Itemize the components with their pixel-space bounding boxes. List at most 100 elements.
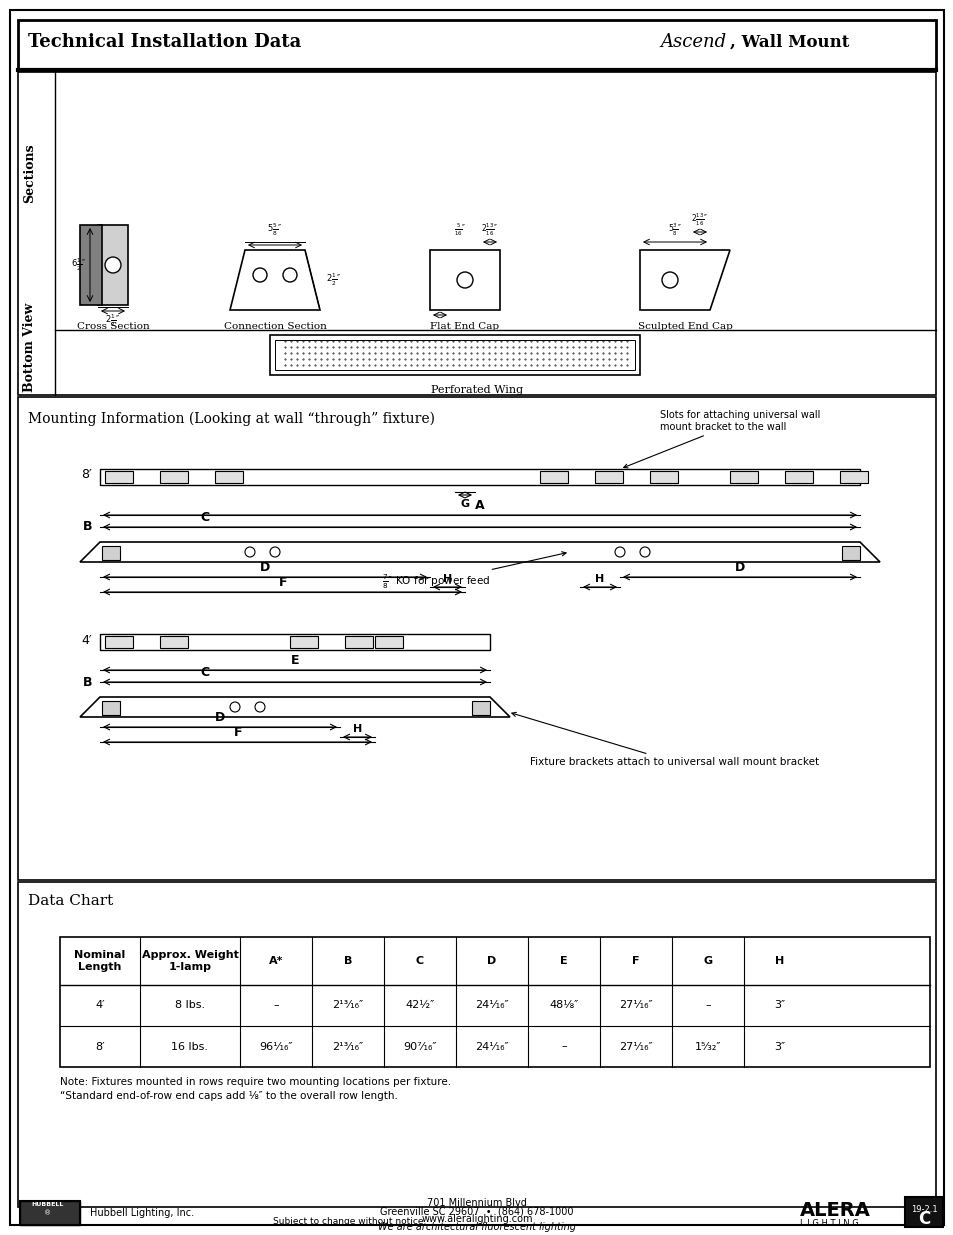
Text: 8′: 8′	[81, 468, 91, 482]
Text: D: D	[214, 711, 225, 724]
Text: 4′: 4′	[81, 634, 91, 646]
Bar	[18, 20, 935, 70]
Circle shape	[639, 547, 649, 557]
Text: Nominal
Length: Nominal Length	[74, 950, 126, 972]
Text: Fixture brackets attach to universal wall mount bracket: Fixture brackets attach to universal wal…	[512, 713, 819, 767]
Text: www.aleralighting.com: www.aleralighting.com	[421, 1214, 532, 1224]
Text: 1⁵⁄₃₂″: 1⁵⁄₃₂″	[694, 1041, 720, 1051]
Text: 24¹⁄₁₆″: 24¹⁄₁₆″	[475, 1000, 508, 1010]
Text: D: D	[259, 561, 270, 574]
Bar	[100, 634, 490, 650]
Circle shape	[245, 547, 254, 557]
Bar	[840, 471, 867, 483]
Bar	[102, 701, 120, 715]
Circle shape	[283, 268, 296, 282]
Bar	[18, 396, 935, 881]
Text: Mounting Information (Looking at wall “through” fixture): Mounting Information (Looking at wall “t…	[28, 412, 435, 426]
Text: Note: Fixtures mounted in rows require two mounting locations per fixture.: Note: Fixtures mounted in rows require t…	[60, 1077, 451, 1087]
Bar	[290, 636, 317, 648]
Circle shape	[615, 547, 624, 557]
Text: 19-2.1: 19-2.1	[910, 1204, 937, 1214]
Text: $5\frac{5}{8}$″: $5\frac{5}{8}$″	[267, 221, 282, 238]
Text: Greenville SC 29607  •  (864) 678-1000: Greenville SC 29607 • (864) 678-1000	[380, 1207, 573, 1216]
Text: 701 Millennium Blvd: 701 Millennium Blvd	[427, 1198, 526, 1208]
Text: 3″: 3″	[774, 1000, 784, 1010]
Bar	[784, 471, 812, 483]
Bar	[274, 340, 635, 370]
Bar	[160, 636, 188, 648]
Text: A: A	[475, 499, 484, 513]
Text: C: C	[416, 956, 424, 966]
Bar	[375, 636, 402, 648]
Text: 24¹⁄₁₆″: 24¹⁄₁₆″	[475, 1041, 508, 1051]
Text: We are architectural fluorescent lighting: We are architectural fluorescent lightin…	[377, 1221, 576, 1233]
Text: Bottom View: Bottom View	[24, 303, 36, 393]
Text: –: –	[273, 1000, 278, 1010]
Bar	[20, 1200, 80, 1225]
Bar	[649, 471, 678, 483]
Text: 16 lbs.: 16 lbs.	[172, 1041, 209, 1051]
Text: D: D	[734, 561, 744, 574]
Text: 8′: 8′	[95, 1041, 105, 1051]
Text: Technical Installation Data: Technical Installation Data	[28, 33, 301, 51]
Text: H: H	[353, 724, 362, 734]
Text: C: C	[200, 666, 209, 679]
Text: 42½″: 42½″	[405, 1000, 435, 1010]
Bar	[98, 225, 128, 305]
Circle shape	[270, 547, 280, 557]
Text: 27¹⁄₁₆″: 27¹⁄₁₆″	[618, 1041, 652, 1051]
Text: $5\frac{3}{8}$″: $5\frac{3}{8}$″	[667, 222, 681, 238]
Text: B: B	[82, 520, 91, 534]
Bar	[60, 937, 929, 1067]
Text: H: H	[775, 956, 783, 966]
Bar	[102, 546, 120, 559]
Text: A*: A*	[269, 956, 283, 966]
Bar	[105, 636, 132, 648]
Bar	[160, 471, 188, 483]
Text: D: D	[487, 956, 497, 966]
Text: $2\frac{13}{16}$″: $2\frac{13}{16}$″	[481, 222, 498, 238]
Text: Perforated Wing: Perforated Wing	[431, 385, 522, 395]
Text: H: H	[595, 574, 604, 584]
Bar	[20, 1200, 80, 1225]
Text: 96¹⁄₁₆″: 96¹⁄₁₆″	[259, 1041, 293, 1051]
Text: 90⁷⁄₁₆″: 90⁷⁄₁₆″	[403, 1041, 436, 1051]
Bar	[345, 636, 373, 648]
Text: Subject to change without notice.: Subject to change without notice.	[273, 1216, 426, 1225]
Text: $\frac{5}{16}$″: $\frac{5}{16}$″	[454, 222, 466, 238]
Text: Sculpted End Cap: Sculpted End Cap	[637, 322, 732, 331]
Text: Ascend: Ascend	[659, 33, 725, 51]
Text: HUBBELL: HUBBELL	[31, 1203, 64, 1208]
Text: H: H	[443, 574, 452, 584]
Text: Hubbell Lighting, Inc.: Hubbell Lighting, Inc.	[90, 1208, 193, 1218]
Text: $6\frac{1}{2}$″: $6\frac{1}{2}$″	[71, 257, 86, 273]
Text: B: B	[343, 956, 352, 966]
Text: B: B	[82, 676, 91, 688]
Text: G: G	[702, 956, 712, 966]
Text: $\frac{7}{8}$″ KO for power feed: $\frac{7}{8}$″ KO for power feed	[381, 552, 565, 592]
Text: C: C	[917, 1210, 929, 1228]
Text: , Wall Mount: , Wall Mount	[729, 33, 848, 51]
Text: 48⅛″: 48⅛″	[549, 1000, 578, 1010]
Text: C: C	[200, 511, 209, 524]
Text: $2\frac{13}{16}$″: $2\frac{13}{16}$″	[691, 212, 708, 228]
Text: $2\frac{1}{2}$″: $2\frac{1}{2}$″	[106, 312, 120, 330]
Text: L I G H T I N G: L I G H T I N G	[800, 1219, 858, 1228]
Bar	[214, 471, 243, 483]
Bar	[595, 471, 622, 483]
Text: Flat End Cap: Flat End Cap	[430, 322, 499, 331]
Bar	[80, 225, 102, 305]
Circle shape	[105, 257, 121, 273]
Text: –: –	[704, 1000, 710, 1010]
Circle shape	[253, 268, 267, 282]
Circle shape	[230, 701, 240, 713]
Bar	[472, 701, 490, 715]
Bar	[539, 471, 567, 483]
Bar	[841, 546, 859, 559]
Text: 2¹³⁄₁₆″: 2¹³⁄₁₆″	[332, 1041, 363, 1051]
Text: E: E	[291, 655, 299, 667]
Circle shape	[456, 272, 473, 288]
Text: “Standard end-of-row end caps add ⅛″ to the overall row length.: “Standard end-of-row end caps add ⅛″ to …	[60, 1091, 397, 1100]
Text: $2\frac{1}{2}$″: $2\frac{1}{2}$″	[326, 272, 340, 288]
Bar	[100, 469, 859, 485]
